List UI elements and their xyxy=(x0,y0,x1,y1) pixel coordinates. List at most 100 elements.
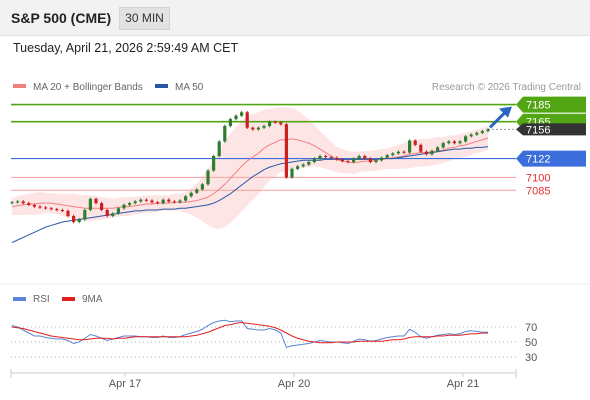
credit-text: Research © 2026 Trading Central xyxy=(432,82,581,93)
forecast-arrow-head xyxy=(499,106,512,118)
candle-body xyxy=(223,126,227,142)
time-axis: Apr 17 Apr 20 Apr 21 xyxy=(10,369,517,390)
candle-body xyxy=(424,151,428,155)
candle-body xyxy=(262,126,266,128)
candle-body xyxy=(430,150,434,155)
bollinger-band xyxy=(12,107,488,229)
candle-body xyxy=(391,153,395,156)
candle-body xyxy=(475,132,479,135)
candle-body xyxy=(441,143,445,148)
legend-swatch xyxy=(155,84,168,88)
candle-body xyxy=(172,201,176,203)
candle-body xyxy=(189,192,193,197)
candle-body xyxy=(66,210,70,216)
rsi-line xyxy=(11,319,488,348)
candle-body xyxy=(402,151,406,153)
level-tag-label: 7122 xyxy=(526,154,550,166)
forecast-arrow-layer xyxy=(488,106,512,129)
candle-body xyxy=(144,199,148,201)
candle-body xyxy=(184,196,188,201)
legend-label: RSI xyxy=(33,294,50,305)
legend-label: 9MA xyxy=(82,294,103,305)
candle-body xyxy=(77,219,81,222)
candle-body xyxy=(396,151,400,154)
candle-body xyxy=(301,164,305,167)
axis-tick-label: Apr 20 xyxy=(278,378,310,390)
level-lines-layer xyxy=(11,103,516,191)
candle-body xyxy=(105,210,109,216)
candle-body xyxy=(357,156,361,159)
interval-button[interactable]: 30 MIN xyxy=(119,7,170,30)
candle-body xyxy=(38,206,42,208)
candle-body xyxy=(374,160,378,162)
level-tag-label: 7085 xyxy=(526,185,550,197)
candle-body xyxy=(413,140,417,145)
candle-body xyxy=(256,127,260,130)
ma50-line xyxy=(11,146,489,244)
candle-body xyxy=(458,141,462,144)
candle-body xyxy=(352,158,356,162)
candle-body xyxy=(329,156,333,158)
candle-body xyxy=(296,166,300,169)
candle-body xyxy=(324,156,328,157)
level-tag-label: 7185 xyxy=(526,100,550,112)
candle-body xyxy=(279,122,283,125)
rsi-panel: 70 50 30 xyxy=(11,319,537,364)
candle-body xyxy=(452,141,456,144)
candle-body xyxy=(55,209,59,211)
candle-body xyxy=(200,184,204,190)
legend-swatch xyxy=(13,84,26,88)
candle-body xyxy=(206,170,210,185)
axis-tick-label: Apr 17 xyxy=(109,378,141,390)
candle-body xyxy=(83,210,87,220)
candle-body xyxy=(217,141,221,156)
candle-body xyxy=(212,156,216,171)
level-tag xyxy=(516,96,586,113)
candle-body xyxy=(49,208,53,210)
candle-body xyxy=(380,157,384,161)
candle-body xyxy=(178,200,182,203)
candle-body xyxy=(111,213,115,216)
candle-body xyxy=(273,121,277,123)
candle-body xyxy=(32,204,36,207)
candle-body xyxy=(228,119,232,126)
timestamp: Tuesday, April 21, 2026 2:59:49 AM CET xyxy=(13,41,239,55)
legend-label: MA 50 xyxy=(175,82,204,93)
candle-body xyxy=(167,199,171,202)
candle-body xyxy=(156,202,160,204)
axis-tick-label: Apr 21 xyxy=(447,378,479,390)
candle-body xyxy=(245,112,249,128)
last-price-label: 7156 xyxy=(526,124,550,136)
candle-body xyxy=(116,208,120,214)
candle-body xyxy=(340,159,344,162)
candle-body xyxy=(469,134,473,137)
candle-body xyxy=(44,207,48,209)
candle-body xyxy=(150,200,154,203)
forecast-arrow-shaft xyxy=(488,110,508,129)
candle-body xyxy=(100,203,104,210)
candle-body xyxy=(268,121,272,126)
candle-body xyxy=(419,144,423,152)
symbol-title: S&P 500 (CME) xyxy=(11,10,112,26)
candle-body xyxy=(290,168,294,178)
legend-label: MA 20 + Bollinger Bands xyxy=(33,82,143,93)
rsi-level-label: 30 xyxy=(525,352,537,364)
candle-body xyxy=(385,155,389,158)
level-tag-label: 7100 xyxy=(526,172,550,184)
candle-body xyxy=(94,198,98,204)
rsi-level-label: 50 xyxy=(525,337,537,349)
last-price-tag xyxy=(516,123,586,136)
candle-body xyxy=(436,147,440,151)
candle-body xyxy=(284,124,288,178)
candle-body xyxy=(240,112,244,116)
candle-body xyxy=(72,216,76,222)
candle-body xyxy=(10,202,14,204)
candle-body xyxy=(88,198,92,210)
candle-body xyxy=(480,131,484,133)
candle-body xyxy=(27,203,31,205)
candle-body xyxy=(161,199,165,204)
candle-body xyxy=(486,129,490,132)
candle-body xyxy=(335,157,339,160)
